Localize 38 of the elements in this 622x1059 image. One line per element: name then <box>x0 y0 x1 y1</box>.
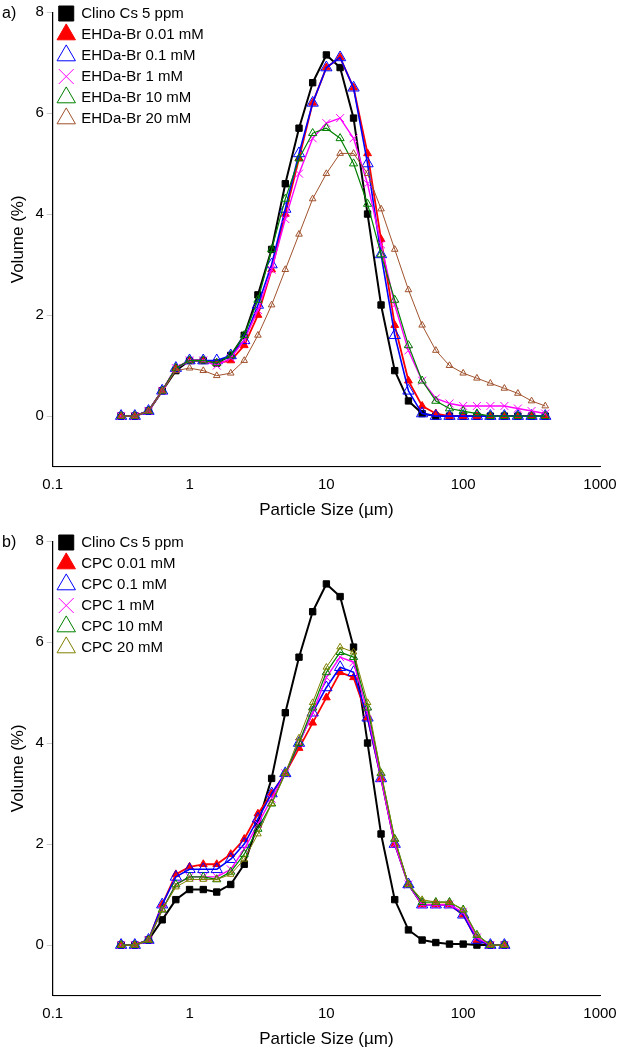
x-tick-label: 0.1 <box>42 1003 64 1021</box>
x-tick-label: 10 <box>318 474 335 492</box>
x-axis-title: Particle Size (µm) <box>259 1029 394 1049</box>
text: a) <box>2 4 17 22</box>
y-tick-label: 2 <box>35 305 44 323</box>
y-tick-label: 2 <box>35 834 44 852</box>
x-axis-title: Particle Size (µm) <box>259 500 394 520</box>
legend-label: CPC 10 mM <box>81 616 163 634</box>
text: b) <box>2 533 17 551</box>
legend-label: EHDa-Br 1 mM <box>81 66 183 84</box>
y-tick-label: 6 <box>35 103 44 121</box>
y-tick-label: 8 <box>35 2 44 20</box>
x-tick-label: 1 <box>185 1003 194 1021</box>
y-tick-label: 4 <box>35 733 44 751</box>
legend-label: EHDa-Br 20 mM <box>81 108 192 126</box>
y-axis-title: Volume (%) <box>7 195 27 284</box>
legend-label: EHDa-Br 0.1 mM <box>81 45 196 63</box>
x-tick-label: 100 <box>450 474 476 492</box>
y-tick-label: 6 <box>35 632 44 650</box>
x-tick-label: 1 <box>185 474 194 492</box>
legend-label: CPC 0.01 mM <box>81 553 176 571</box>
x-tick-label: 100 <box>450 1003 476 1021</box>
y-tick-label: 8 <box>35 531 44 549</box>
y-tick-label: 4 <box>35 204 44 222</box>
x-tick-label: 10 <box>318 1003 335 1021</box>
y-tick-label: 0 <box>35 935 44 953</box>
x-tick-label: 1000 <box>583 474 617 492</box>
x-tick-label: 1000 <box>583 1003 617 1021</box>
legend-label: CPC 0.1 mM <box>81 574 168 592</box>
x-tick-label: 0.1 <box>42 474 64 492</box>
y-tick-label: 0 <box>35 406 44 424</box>
legend-label: EHDa-Br 10 mM <box>81 87 192 105</box>
y-axis-title: Volume (%) <box>7 724 27 813</box>
legend-label: Clino Cs 5 ppm <box>81 3 184 21</box>
legend-label: EHDa-Br 0.01 mM <box>81 24 204 42</box>
legend-label: Clino Cs 5 ppm <box>81 532 184 550</box>
legend-label: CPC 20 mM <box>81 637 163 655</box>
legend-label: CPC 1 mM <box>81 595 155 613</box>
